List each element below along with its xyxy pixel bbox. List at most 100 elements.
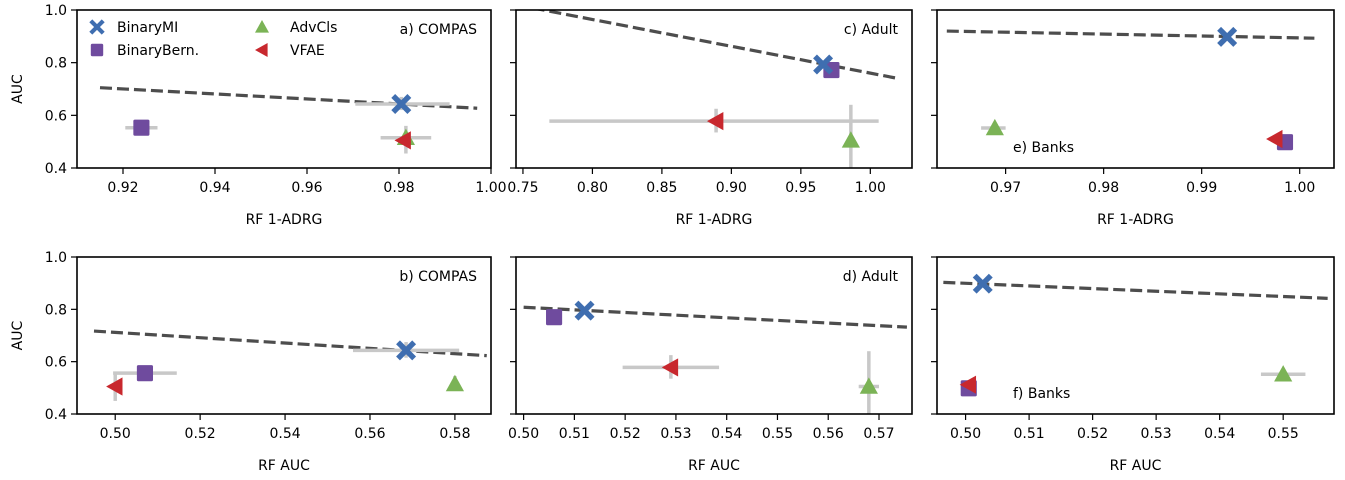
trend-line — [523, 305, 908, 329]
legend-marker-binarymi — [89, 19, 105, 35]
y-tick-label: 0.6 — [45, 108, 67, 124]
legend-item: AdvCls — [255, 20, 337, 36]
legend-marker-binarybern — [90, 43, 104, 57]
x-tick-label: 0.50 — [950, 426, 981, 442]
y-tick-label: 1.0 — [45, 250, 67, 266]
data-point-binarybern — [136, 365, 153, 382]
axes-frame — [76, 9, 492, 169]
y-tick-label: 0.4 — [45, 161, 67, 177]
x-tick-label: 0.52 — [610, 426, 641, 442]
x-tick-label: 0.54 — [1204, 426, 1235, 442]
x-tick-label: 0.94 — [199, 180, 230, 196]
panel-label: b) COMPAS — [399, 269, 477, 285]
x-tick-label: 0.99 — [1186, 180, 1217, 196]
data-point-advcls — [1274, 365, 1293, 382]
data-point-binarymi — [813, 54, 834, 75]
data-point-vfae — [959, 375, 977, 394]
y-tick-label: 0.4 — [45, 407, 67, 423]
x-axis-label: RF 1-ADRG — [1097, 212, 1174, 228]
chart-panel: 0.97 0.98 0.99 1.00 RF 1-ADRG e) Banks — [931, 9, 1335, 228]
marker-x-stroke — [1217, 26, 1238, 47]
marker-x-stroke — [813, 54, 834, 75]
data-point-binarymi — [396, 340, 417, 361]
x-axis-label: RF 1-ADRG — [676, 212, 753, 228]
legend-marker-advcls — [255, 20, 269, 33]
chart-panel: 0.75 0.80 0.85 0.90 0.95 1.00 RF 1-ADRG c) Adul… — [507, 9, 913, 228]
data-point-binarybern — [133, 119, 150, 136]
x-tick-label: 0.55 — [762, 426, 793, 442]
legend-item: VFAE — [255, 43, 325, 59]
plot-area — [534, 10, 899, 168]
x-tick-label: 0.51 — [559, 426, 590, 442]
x-tick-label: 0.58 — [439, 426, 470, 442]
x-tick-label: 0.50 — [508, 426, 539, 442]
x-tick-label: 1.00 — [475, 180, 506, 196]
y-tick-label: 1.0 — [45, 3, 67, 19]
x-tick-label: 0.50 — [100, 426, 131, 442]
marker-x-stroke — [89, 19, 105, 35]
x-tick-label: 0.95 — [785, 180, 816, 196]
plot-area — [523, 300, 908, 414]
data-point-advcls — [445, 374, 465, 392]
data-point-advcls — [859, 377, 878, 394]
plot-area — [93, 329, 487, 401]
legend-item: BinaryMI — [89, 19, 178, 36]
marker-x-stroke — [972, 273, 993, 294]
y-axis-label: AUC — [10, 320, 26, 350]
trend-line — [946, 29, 1315, 40]
chart-panel: 0.50 0.51 0.52 0.53 0.54 0.55 RF AUC f) Banks — [931, 256, 1335, 474]
x-tick-label: 0.53 — [660, 426, 691, 442]
x-axis-label: RF AUC — [1110, 458, 1162, 474]
marker-x-stroke — [574, 300, 595, 321]
x-tick-label: 1.00 — [1284, 180, 1315, 196]
x-tick-label: 0.55 — [1268, 426, 1299, 442]
y-tick-label: 0.8 — [45, 56, 67, 72]
data-point-binarymi — [1217, 26, 1238, 47]
y-axis-label: AUC — [10, 74, 26, 104]
x-tick-label: 0.75 — [507, 180, 538, 196]
data-point-advcls — [985, 118, 1004, 136]
x-tick-label: 0.54 — [269, 426, 300, 442]
marker-x-stroke — [396, 340, 417, 361]
axes-frame — [515, 256, 913, 415]
data-point-binarybern — [546, 309, 563, 326]
legend-item: BinaryBern. — [90, 43, 199, 59]
x-tick-label: 0.52 — [1077, 426, 1108, 442]
axes-frame — [515, 9, 913, 169]
legend-label: BinaryBern. — [117, 43, 199, 59]
data-point-vfae — [106, 377, 123, 396]
x-tick-label: 0.80 — [577, 180, 608, 196]
panel-label: f) Banks — [1013, 386, 1070, 402]
y-tick-label: 0.8 — [45, 302, 67, 318]
chart-panel: 0.92 0.94 0.96 0.98 1.00 0.4 0.6 0.8 1.0 RF 1-ADR… — [10, 3, 507, 228]
panel-label: d) Adult — [843, 269, 899, 285]
trend-line — [943, 280, 1328, 300]
legend: BinaryMI BinaryBern. AdvCls VFAE — [89, 19, 337, 59]
x-tick-label: 0.98 — [1088, 180, 1119, 196]
x-tick-label: 0.53 — [1141, 426, 1172, 442]
x-axis-label: RF AUC — [258, 458, 310, 474]
x-axis-label: RF 1-ADRG — [246, 212, 323, 228]
axes-frame — [76, 256, 492, 415]
data-point-vfae — [1266, 129, 1283, 149]
plot-area — [946, 26, 1315, 151]
plot-area — [99, 86, 478, 154]
axes-frame — [936, 9, 1335, 169]
x-tick-label: 0.52 — [185, 426, 216, 442]
data-point-vfae — [661, 358, 679, 377]
chart-panel: 0.50 0.52 0.54 0.56 0.58 0.4 0.6 0.8 1.0 RF AUC AU… — [10, 250, 492, 474]
axes-frame — [936, 256, 1335, 415]
panel-label: e) Banks — [1013, 140, 1074, 156]
marker-x-stroke — [391, 94, 412, 115]
x-tick-label: 0.90 — [716, 180, 747, 196]
x-tick-label: 0.57 — [863, 426, 894, 442]
panel-label: c) Adult — [844, 22, 899, 38]
x-tick-label: 0.54 — [711, 426, 742, 442]
x-axis-label: RF AUC — [688, 458, 740, 474]
x-tick-label: 0.98 — [383, 180, 414, 196]
legend-label: BinaryMI — [117, 20, 178, 36]
x-tick-label: 1.00 — [855, 180, 886, 196]
x-tick-label: 0.92 — [107, 180, 138, 196]
legend-label: AdvCls — [290, 20, 337, 36]
data-point-vfae — [394, 131, 411, 150]
